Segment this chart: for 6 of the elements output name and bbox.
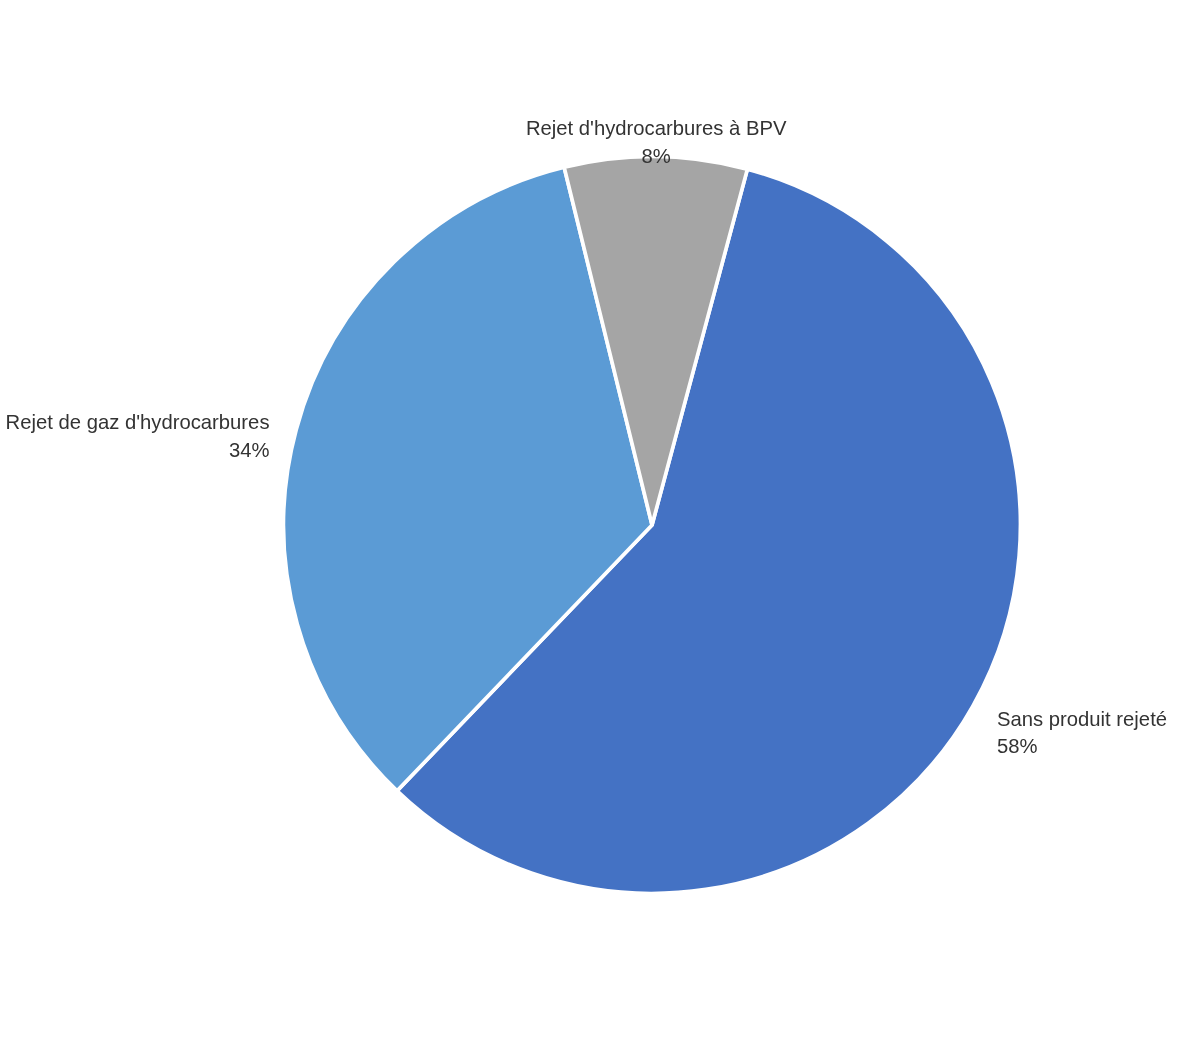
- data-label: 58%: [997, 735, 1038, 758]
- data-label: 8%: [641, 145, 671, 168]
- slice-label: Sans produit rejeté: [997, 707, 1168, 730]
- data-label: 34%: [228, 438, 270, 461]
- slice-label: Rejet de gaz d'hydrocarbures: [5, 410, 270, 433]
- slice-label: Rejet d'hydrocarbures à BPV: [525, 117, 787, 140]
